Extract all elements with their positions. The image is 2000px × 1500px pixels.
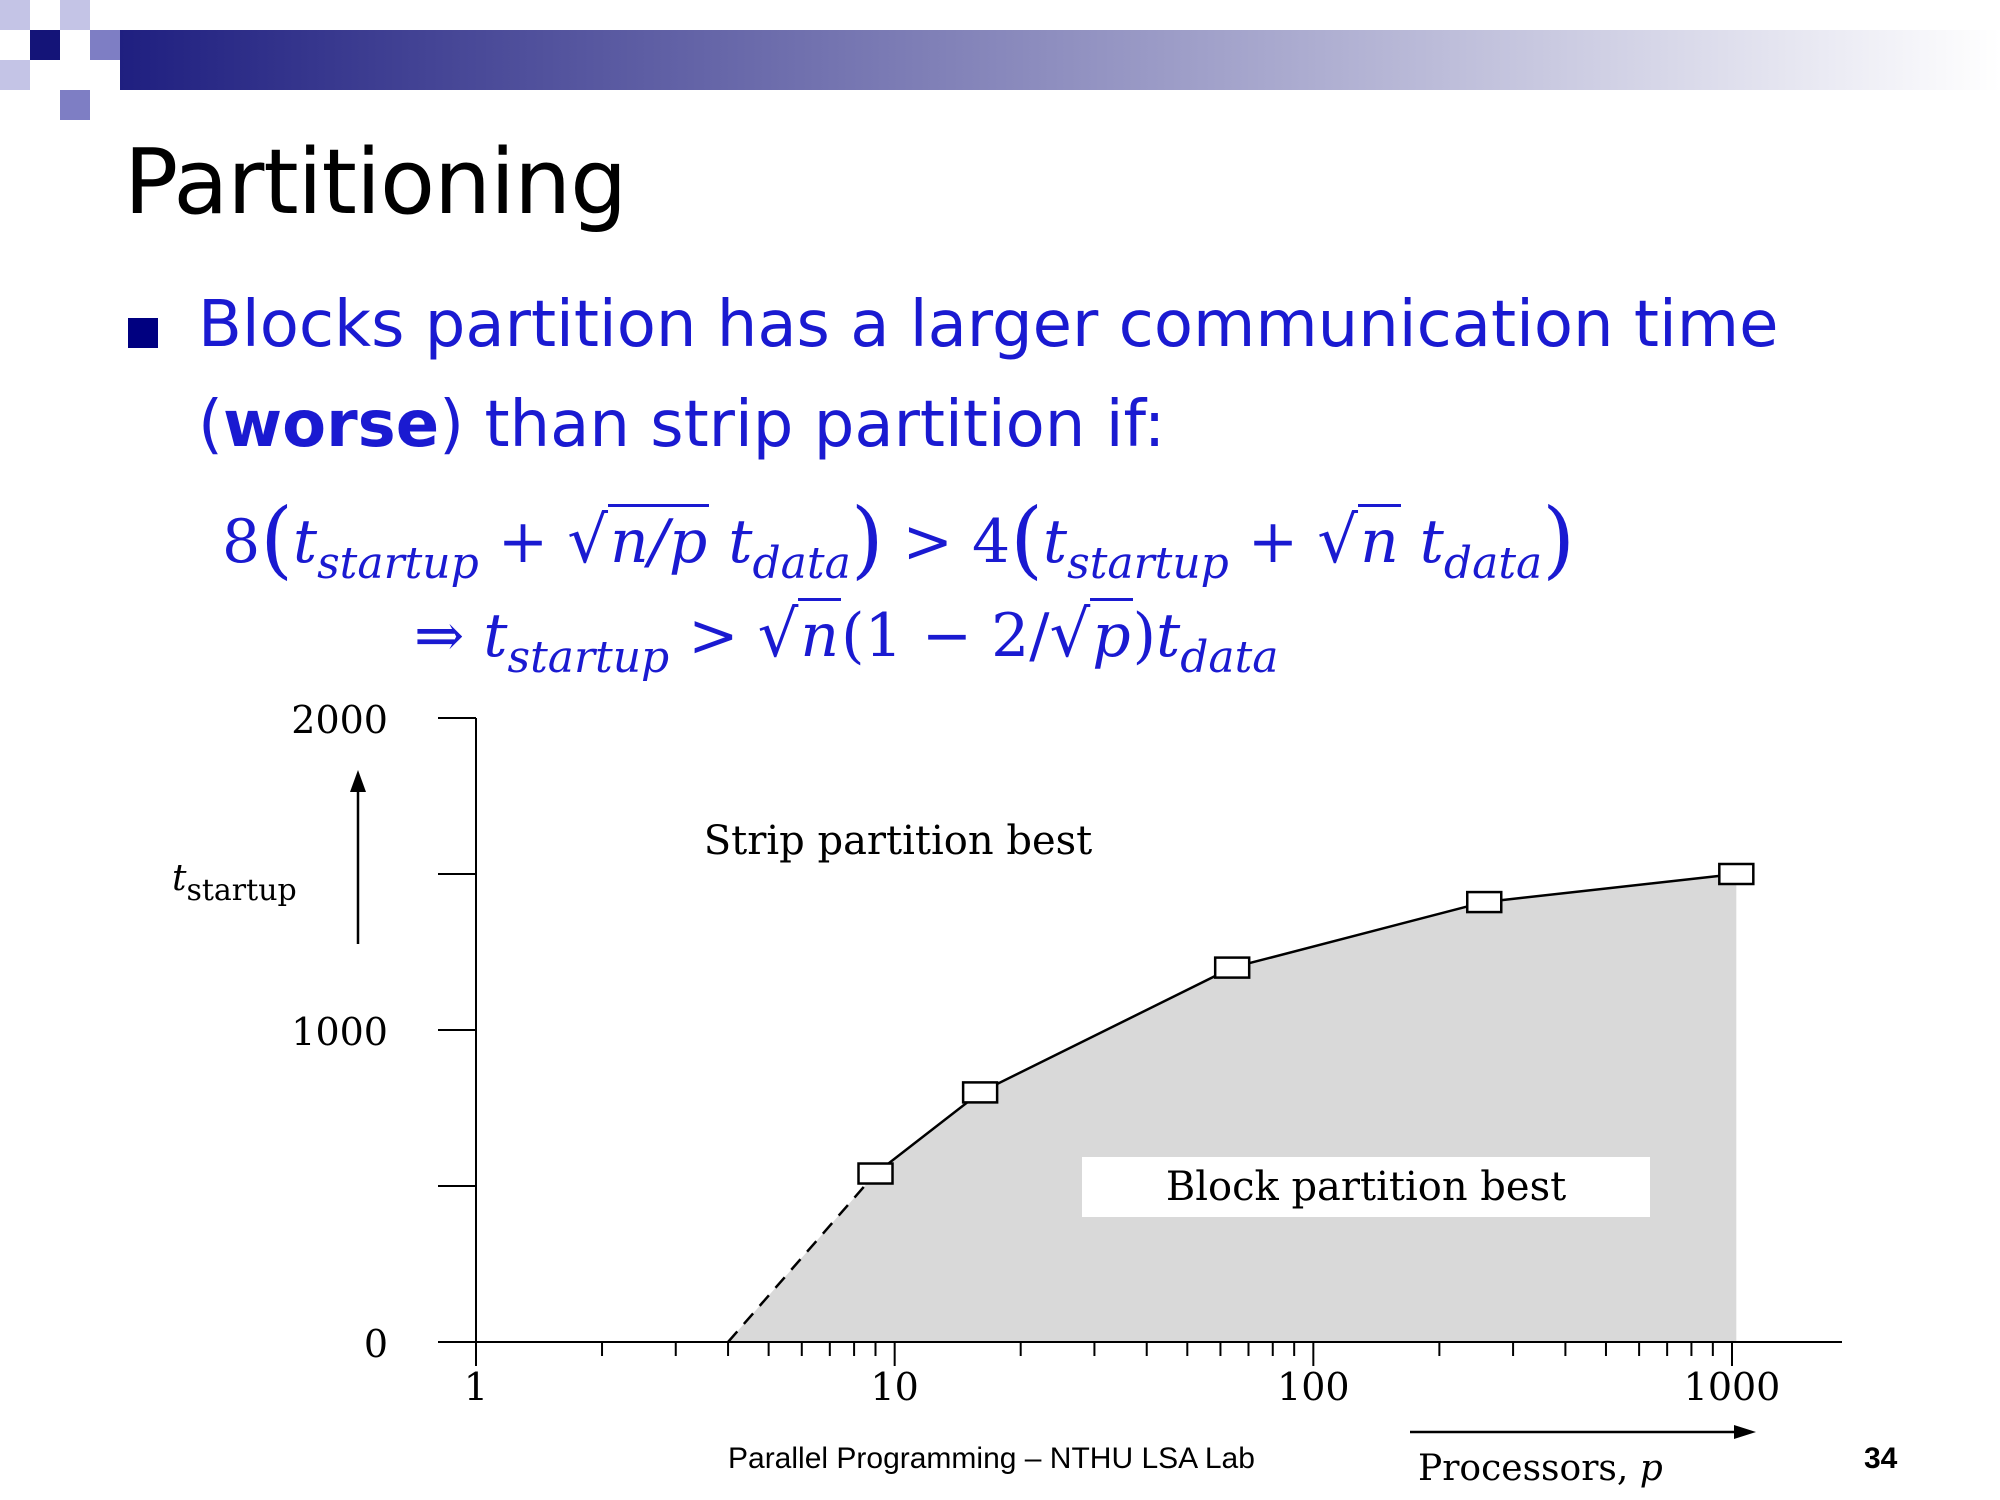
- bold-emphasis: worse: [222, 388, 440, 462]
- bullet-line-2-rest: ) than strip partition if:: [439, 388, 1166, 462]
- block-region-label: Block partition best: [1166, 1164, 1566, 1210]
- data-point-marker: [961, 1081, 999, 1104]
- data-point-marker: [1213, 956, 1251, 979]
- x-arrow-head-icon: [1734, 1425, 1756, 1439]
- y-tick-label: 2000: [291, 698, 388, 742]
- y-tick-label: 1000: [291, 1010, 388, 1054]
- block-label-background: [1082, 1157, 1650, 1217]
- deco-square-light-1: [0, 0, 30, 30]
- deco-square-light-2: [60, 0, 90, 30]
- deco-square-mid-1: [90, 30, 120, 60]
- block-region-shading: [728, 874, 1737, 1342]
- extrapolation-dashed-line: [727, 1172, 877, 1343]
- equation-inequality: 8(tstartup + √n/p tdata) > 4(tstartup + …: [222, 490, 1576, 589]
- bullet-text-line-1: Blocks partition has a larger communicat…: [198, 288, 1779, 362]
- gradient-bar: [120, 30, 2000, 90]
- x-tick-label: 1: [464, 1365, 488, 1409]
- title-band: [0, 0, 2000, 120]
- data-point-marker: [857, 1162, 894, 1185]
- data-point-marker: [1718, 862, 1755, 886]
- paren-open: (: [198, 388, 223, 462]
- equation-implication: ⇒ tstartup > √n(1 − 2/√p)tdata: [414, 598, 1279, 683]
- bullet-square-icon: [128, 318, 158, 348]
- x-axis-label: Processors, p: [1418, 1448, 1663, 1489]
- footer-text: Parallel Programming – NTHU LSA Lab: [728, 1442, 1255, 1475]
- strip-region-label: Strip partition best: [704, 818, 1092, 864]
- x-tick-label: 10: [870, 1365, 918, 1409]
- bullet-text-line-2: (worse) than strip partition if:: [198, 388, 1165, 462]
- deco-square-dark: [30, 30, 60, 60]
- y-axis-label: tstartup: [172, 858, 297, 908]
- data-point-marker: [1465, 890, 1503, 914]
- x-tick-label: 100: [1277, 1365, 1350, 1409]
- deco-square-light-3: [0, 60, 30, 90]
- y-arrow-head-icon: [350, 770, 366, 792]
- deco-square-mid-2: [60, 90, 90, 120]
- x-tick-label: 1000: [1684, 1365, 1781, 1409]
- slide-title: Partitioning: [124, 130, 627, 235]
- page-number: 34: [1864, 1442, 1898, 1475]
- y-tick-label: 0: [364, 1322, 388, 1366]
